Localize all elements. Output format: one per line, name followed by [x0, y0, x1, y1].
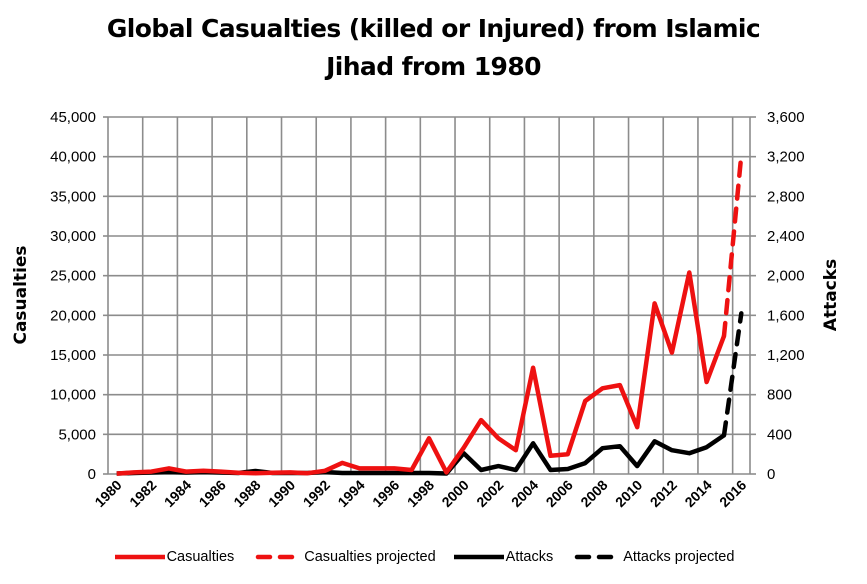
y2-tick-label: 0 [767, 466, 775, 483]
x-tick-label: 2012 [647, 477, 680, 510]
y2-tick-label: 3,200 [767, 149, 805, 166]
y-tick-label: 30,000 [50, 228, 96, 245]
y2-tick-label: 2,400 [767, 228, 805, 245]
y2-tick-label: 800 [767, 387, 792, 404]
x-tick-label: 2000 [438, 477, 471, 510]
y2-tick-label: 2,800 [767, 188, 805, 205]
x-tick-label: 1990 [265, 477, 298, 510]
y2-tick-label: 1,600 [767, 307, 805, 324]
legend-label: Attacks [505, 549, 554, 565]
series-attacks-projected [721, 311, 744, 438]
x-tick-label: 2008 [577, 477, 610, 510]
y-tick-label: 0 [88, 466, 96, 483]
series-casualties [116, 270, 727, 476]
chart-title-line-1: Global Casualties (killed or Injured) fr… [106, 14, 761, 43]
x-tick-label: 2016 [716, 477, 749, 510]
x-tick-label: 1988 [230, 477, 263, 510]
x-tick-label: 1998 [404, 477, 437, 510]
x-tick-label: 1984 [161, 477, 194, 510]
x-axis-ticks: 1980 1982 1984 1986 1988 1990 1992 1994 1996 1998… [91, 477, 749, 510]
series-lines [116, 152, 744, 476]
x-tick-label: 1994 [334, 477, 367, 510]
legend-swatch-dashed-red [256, 554, 303, 560]
y2-tick-label: 400 [767, 426, 792, 443]
y-axis-left-ticks: 0 5,000 10,000 15,000 20,000 25,000 30,000 35,0… [50, 109, 108, 483]
legend-item-casualties-projected: Casualties projected [252, 549, 436, 565]
legend-swatch-solid-black [453, 554, 504, 560]
legend-item-attacks-projected: Attacks projected [571, 549, 734, 565]
y-axis-title-right: Attacks [821, 259, 841, 331]
legend-swatch-solid-red [114, 554, 165, 560]
y2-tick-label: 2,000 [767, 268, 805, 285]
y-tick-label: 5,000 [58, 426, 96, 443]
chart-title-line-2: Jihad from 1980 [326, 52, 541, 81]
x-tick-label: 2002 [473, 477, 506, 510]
y-tick-label: 40,000 [50, 149, 96, 166]
legend: Casualties Casualties projected Attacks … [0, 545, 867, 569]
y-axis-title-left: Casualties [11, 245, 31, 344]
y-tick-label: 25,000 [50, 268, 96, 285]
gridlines [107, 116, 751, 475]
x-tick-label: 1992 [300, 477, 333, 510]
legend-label: Casualties projected [304, 549, 436, 565]
y-tick-label: 15,000 [50, 347, 96, 364]
legend-label: Casualties [166, 549, 235, 565]
legend-label: Attacks projected [623, 549, 735, 565]
y-axis-right-ticks: 0 400 800 1,200 1,600 2,000 2,400 2,800 3,200 3,6… [750, 109, 805, 483]
series-casualties-projected [721, 152, 744, 339]
x-tick-label: 1996 [369, 477, 402, 510]
y2-tick-label: 1,200 [767, 347, 805, 364]
x-tick-label: 1982 [126, 477, 159, 510]
x-tick-label: 2006 [543, 477, 576, 510]
legend-item-casualties: Casualties [114, 549, 235, 565]
y2-tick-label: 3,600 [767, 109, 805, 126]
plot-area: 0 5,000 10,000 15,000 20,000 25,000 30,000 35,0… [11, 109, 841, 510]
x-tick-label: 2010 [612, 477, 645, 510]
x-tick-label: 1986 [196, 477, 229, 510]
y-tick-label: 20,000 [50, 307, 96, 324]
y-tick-label: 35,000 [50, 188, 96, 205]
x-tick-label: 1980 [91, 477, 124, 510]
chart-title: Global Casualties (killed or Injured) fr… [0, 10, 867, 86]
x-tick-label: 2014 [681, 477, 714, 510]
x-tick-label: 2004 [508, 477, 541, 510]
legend-item-attacks: Attacks [453, 549, 554, 565]
y-tick-label: 45,000 [50, 109, 96, 126]
legend-swatch-dashed-black [574, 554, 622, 560]
y-tick-label: 10,000 [50, 387, 96, 404]
